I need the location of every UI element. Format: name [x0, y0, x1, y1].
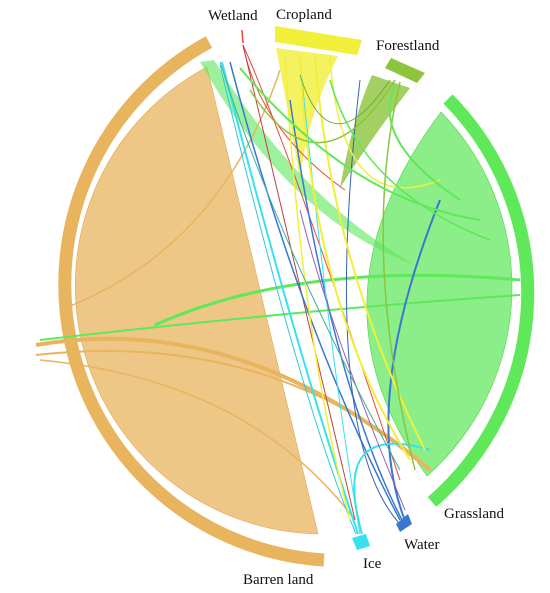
- flow-barren-self: [75, 66, 319, 535]
- arc-ice: [352, 534, 370, 550]
- label-cropland: Cropland: [276, 7, 332, 23]
- label-ice: Ice: [363, 556, 382, 572]
- arc-wetland: [241, 29, 244, 44]
- inner-flows: [75, 48, 513, 535]
- label-wetland: Wetland: [208, 8, 258, 24]
- ribbon-barren-grass-2: [35, 350, 421, 461]
- ribbon-forest-3: [299, 74, 391, 125]
- ribbon-wetland-1: [242, 44, 401, 481]
- ribbon-crop-4: [284, 54, 351, 521]
- ribbon-grass-top-3: [388, 84, 461, 201]
- labels: Wetland Cropland Forestland Grassland Wa…: [208, 7, 504, 588]
- arc-water: [396, 514, 412, 532]
- arc-barren-land: [58, 36, 325, 567]
- ribbon-grass-top-1: [239, 67, 481, 221]
- ribbon-water-1: [229, 61, 401, 521]
- ribbon-barren-crop: [59, 69, 281, 311]
- ribbon-crop-2: [314, 54, 426, 451]
- ribbon-grass-top-2: [329, 79, 491, 241]
- ribbon-ice-2: [299, 59, 361, 535]
- ribbon-grass-barren-1: [154, 273, 521, 327]
- ribbon-grass-purple: [299, 209, 406, 511]
- ribbon-crop-1: [299, 54, 411, 461]
- arc-grassland: [427, 94, 535, 507]
- ribbon-forest-2: [382, 81, 416, 471]
- ribbon-ice-4: [219, 64, 357, 535]
- label-barren-land: Barren land: [243, 572, 314, 588]
- ribbon-ice-3: [353, 442, 431, 535]
- flow-grassland-self: [366, 111, 513, 477]
- arc-cropland: [275, 26, 362, 55]
- label-grassland: Grassland: [444, 506, 504, 522]
- outer-arcs: [58, 26, 535, 567]
- flow-cropland-self: [276, 48, 338, 180]
- ribbon-forest-1: [249, 79, 396, 144]
- ribbon-barren-ice: [39, 359, 356, 521]
- ribbon-water-2: [289, 99, 403, 521]
- flow-forestland-self: [340, 75, 410, 188]
- ribbon-wetland-3: [242, 44, 356, 521]
- arc-forestland: [385, 58, 425, 83]
- ribbon-teal: [219, 61, 401, 471]
- label-water: Water: [404, 537, 439, 553]
- label-forestland: Forestland: [376, 38, 440, 54]
- thin-ribbons: [35, 44, 521, 535]
- flow-grassland-to-cropland: [200, 60, 415, 265]
